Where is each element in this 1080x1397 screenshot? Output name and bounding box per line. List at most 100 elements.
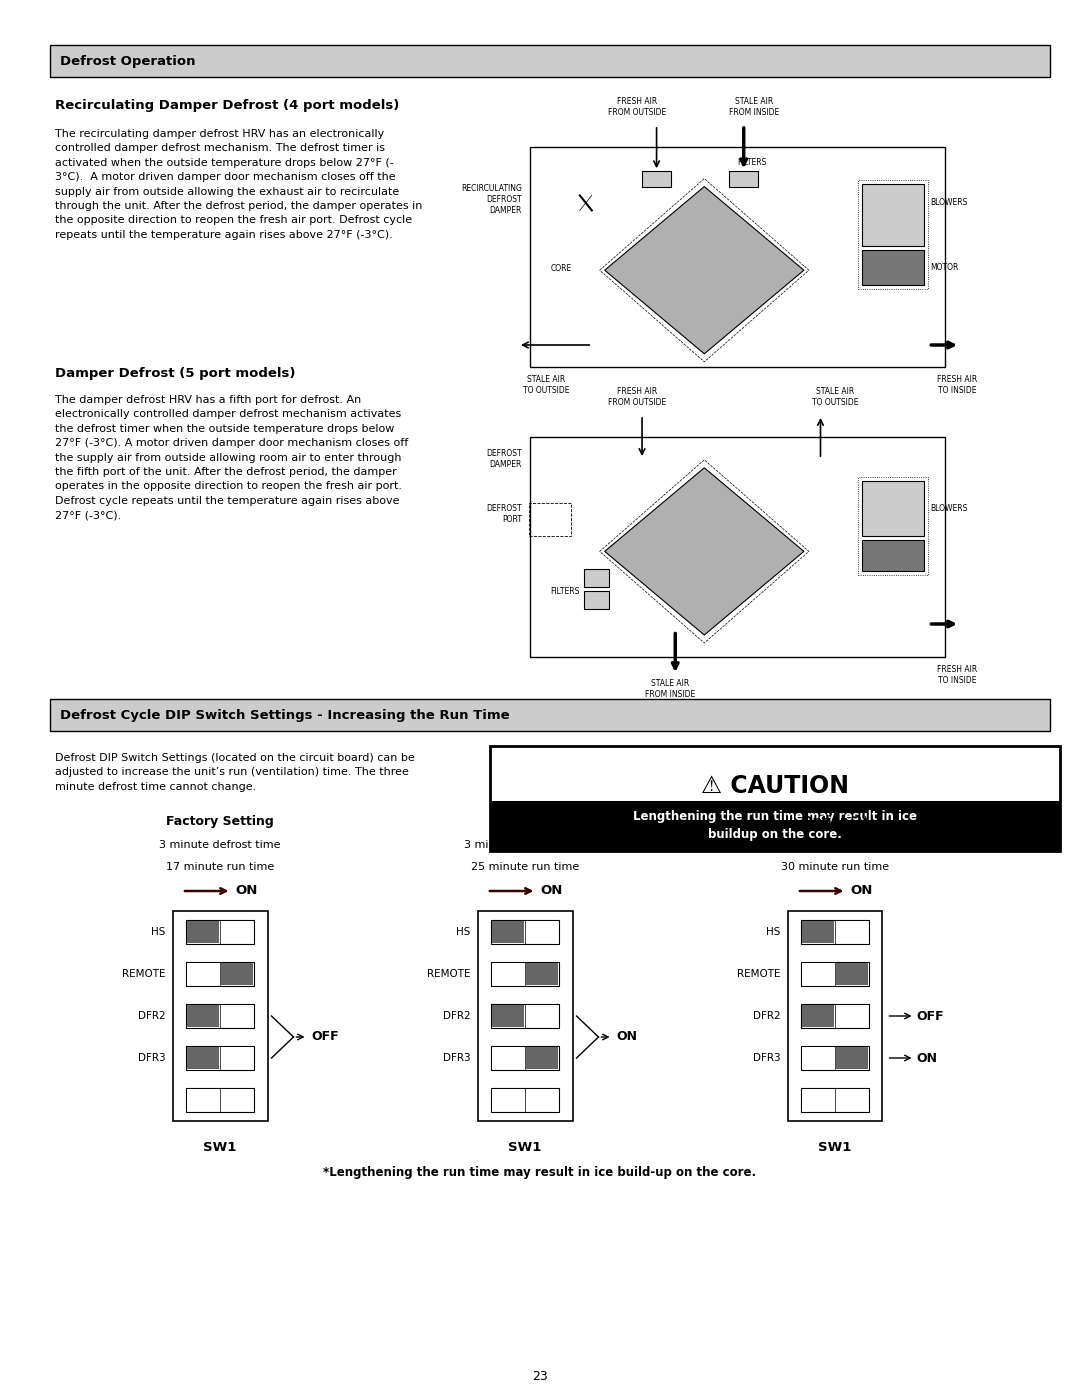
Text: FILTERS: FILTERS (738, 158, 767, 166)
Bar (186, 1004, 254, 1028)
Text: FRESH AIR
FROM OUTSIDE: FRESH AIR FROM OUTSIDE (608, 96, 666, 117)
Text: ON: ON (917, 1052, 937, 1065)
Text: 3 minute defrost time: 3 minute defrost time (464, 840, 585, 849)
Bar (491, 1004, 524, 1027)
Bar (491, 1004, 559, 1028)
Bar (491, 921, 559, 944)
Text: BLOWERS: BLOWERS (930, 198, 968, 207)
Text: DEFROST
PORT: DEFROST PORT (486, 504, 522, 524)
Bar (491, 1090, 524, 1111)
Bar (530, 147, 945, 367)
Bar (642, 172, 671, 187)
Text: STALE AIR
TO OUTSIDE: STALE AIR TO OUTSIDE (524, 374, 570, 395)
Bar (186, 921, 254, 944)
Text: STALE AIR
TO OUTSIDE: STALE AIR TO OUTSIDE (812, 387, 859, 407)
Bar (836, 921, 868, 943)
Text: ⚠ CAUTION: ⚠ CAUTION (701, 774, 849, 798)
Bar (584, 591, 609, 609)
Bar (187, 1046, 219, 1069)
Bar (801, 1088, 869, 1112)
Text: HS: HS (151, 928, 165, 937)
Bar (220, 1004, 253, 1027)
Bar (491, 1046, 559, 1070)
Bar (186, 963, 254, 986)
Text: OFF: OFF (311, 1031, 339, 1044)
Bar (862, 541, 924, 571)
Bar (187, 1004, 219, 1027)
Bar (187, 921, 219, 943)
Text: REMOTE: REMOTE (122, 970, 165, 979)
Text: Option 2*: Option 2* (801, 814, 868, 828)
Text: FRESH AIR
TO INSIDE: FRESH AIR TO INSIDE (936, 665, 977, 685)
Text: RECIRCULATING
DEFROST
DAMPER: RECIRCULATING DEFROST DAMPER (461, 184, 522, 215)
Text: MOTOR: MOTOR (930, 263, 959, 272)
Bar (526, 921, 558, 943)
Bar (858, 180, 928, 289)
Bar (491, 1046, 524, 1069)
Bar (526, 1090, 558, 1111)
Text: REMOTE: REMOTE (427, 970, 471, 979)
Text: ON: ON (540, 884, 563, 897)
Bar (836, 963, 868, 985)
Bar (862, 184, 924, 246)
Bar (173, 911, 268, 1120)
Bar (50, 45, 1050, 77)
Bar (220, 921, 253, 943)
Polygon shape (605, 468, 804, 636)
Text: Defrost Operation: Defrost Operation (60, 54, 195, 67)
Bar (530, 437, 945, 657)
Text: The damper defrost HRV has a fifth port for defrost. An
electronically controlle: The damper defrost HRV has a fifth port … (55, 395, 408, 520)
Bar (477, 911, 572, 1120)
Text: DFR2: DFR2 (753, 1011, 781, 1021)
Bar (186, 1046, 254, 1070)
Bar (858, 476, 928, 574)
Text: DEFROST
DAMPER: DEFROST DAMPER (486, 448, 522, 469)
Bar (801, 963, 834, 985)
Bar (187, 963, 219, 985)
Text: SW1: SW1 (819, 1141, 852, 1154)
Text: 3 minute defrost time: 3 minute defrost time (774, 840, 895, 849)
Bar (801, 1004, 869, 1028)
Bar (491, 963, 524, 985)
Text: 25 minute run time: 25 minute run time (471, 862, 579, 872)
Text: BLOWERS: BLOWERS (930, 504, 968, 513)
Text: Recirculating Damper Defrost (4 port models): Recirculating Damper Defrost (4 port mod… (55, 99, 400, 112)
Text: STALE AIR
FROM INSIDE: STALE AIR FROM INSIDE (729, 96, 779, 117)
Bar (801, 1004, 834, 1027)
Text: FRESH AIR
TO INSIDE: FRESH AIR TO INSIDE (936, 374, 977, 395)
Text: DFR3: DFR3 (753, 1053, 781, 1063)
Bar (490, 746, 1059, 851)
Text: ON: ON (617, 1031, 637, 1044)
Bar (801, 963, 869, 986)
Text: ON: ON (850, 884, 873, 897)
Bar (729, 172, 758, 187)
Polygon shape (605, 187, 804, 353)
Text: 17 minute run time: 17 minute run time (166, 862, 274, 872)
Bar (50, 698, 1050, 731)
Text: Option 1*: Option 1* (491, 814, 558, 828)
Bar (526, 1004, 558, 1027)
Bar (491, 963, 559, 986)
Bar (836, 1090, 868, 1111)
Bar (801, 1046, 869, 1070)
Text: Damper Defrost (5 port models): Damper Defrost (5 port models) (55, 367, 296, 380)
Text: SW1: SW1 (203, 1141, 237, 1154)
Bar (801, 921, 869, 944)
Text: STALE AIR
FROM INSIDE: STALE AIR FROM INSIDE (645, 679, 696, 698)
Text: DFR2: DFR2 (443, 1011, 471, 1021)
Bar (836, 1004, 868, 1027)
Text: Lengthening the run time may result in ice
buildup on the core.: Lengthening the run time may result in i… (633, 810, 917, 841)
Bar (801, 1046, 834, 1069)
Text: DFR2: DFR2 (138, 1011, 165, 1021)
Text: 23: 23 (532, 1370, 548, 1383)
Bar (529, 503, 570, 536)
Text: HS: HS (766, 928, 781, 937)
Text: DFR3: DFR3 (138, 1053, 165, 1063)
Text: HS: HS (456, 928, 471, 937)
Bar (526, 963, 558, 985)
Text: FILTERS: FILTERS (551, 587, 580, 595)
Bar (186, 1088, 254, 1112)
Text: SW1: SW1 (509, 1141, 542, 1154)
Text: REMOTE: REMOTE (737, 970, 781, 979)
Bar (801, 1090, 834, 1111)
